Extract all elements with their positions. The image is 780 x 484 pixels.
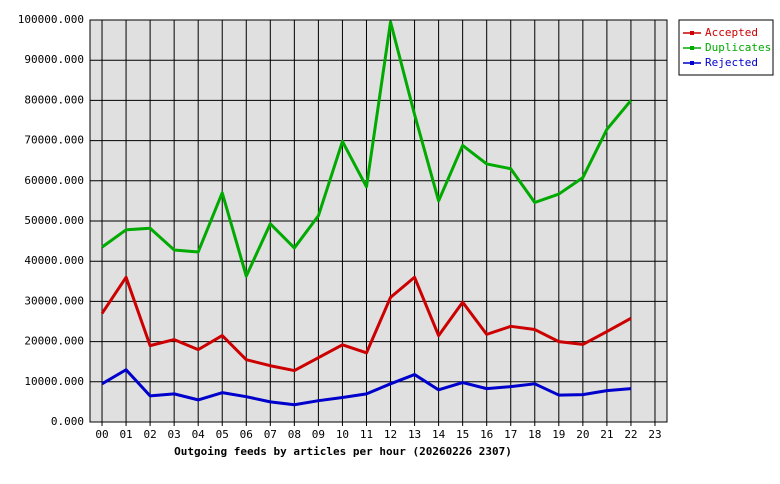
y-tick-label: 0.000 — [51, 415, 84, 428]
x-tick-label: 14 — [432, 428, 446, 441]
y-tick-label: 40000.000 — [24, 254, 84, 267]
x-tick-label: 11 — [360, 428, 373, 441]
x-tick-label: 10 — [336, 428, 349, 441]
legend-label: Duplicates — [705, 41, 771, 54]
line-series — [100, 275, 632, 373]
x-tick-label: 19 — [552, 428, 565, 441]
y-tick-label: 90000.000 — [24, 53, 84, 66]
x-tick-label: 05 — [216, 428, 229, 441]
x-tick-label: 13 — [408, 428, 421, 441]
x-tick-label: 01 — [119, 428, 132, 441]
y-tick-label: 80000.000 — [24, 93, 84, 106]
x-tick-label: 23 — [648, 428, 661, 441]
x-tick-label: 00 — [95, 428, 108, 441]
x-tick-label: 09 — [312, 428, 325, 441]
line-series — [101, 20, 633, 278]
y-tick-label: 100000.000 — [18, 13, 84, 26]
x-tick-label: 16 — [480, 428, 493, 441]
x-tick-label: 02 — [143, 428, 156, 441]
legend-marker — [690, 31, 694, 35]
x-tick-label: 08 — [288, 428, 301, 441]
legend-label: Rejected — [705, 56, 758, 69]
x-tick-label: 20 — [576, 428, 589, 441]
x-tick-label: 21 — [600, 428, 613, 441]
x-tick-label: 04 — [192, 428, 206, 441]
y-tick-label: 10000.000 — [24, 375, 84, 388]
y-tick-label: 30000.000 — [24, 294, 84, 307]
x-tick-label: 03 — [168, 428, 181, 441]
x-tick-label: 17 — [504, 428, 517, 441]
x-tick-label: 12 — [384, 428, 397, 441]
x-tick-label: 07 — [264, 428, 277, 441]
x-axis-title: Outgoing feeds by articles per hour (202… — [174, 445, 512, 458]
x-tick-label: 15 — [456, 428, 469, 441]
line-series — [101, 368, 632, 407]
legend-marker — [690, 46, 694, 50]
x-tick-label: 18 — [528, 428, 541, 441]
y-tick-label: 60000.000 — [24, 174, 84, 187]
y-tick-label: 20000.000 — [24, 335, 84, 348]
y-tick-label: 70000.000 — [24, 134, 84, 147]
legend-label: Accepted — [705, 26, 758, 39]
x-tick-label: 22 — [624, 428, 637, 441]
x-tick-label: 06 — [240, 428, 253, 441]
legend-marker — [690, 61, 694, 65]
y-tick-label: 50000.000 — [24, 214, 84, 227]
